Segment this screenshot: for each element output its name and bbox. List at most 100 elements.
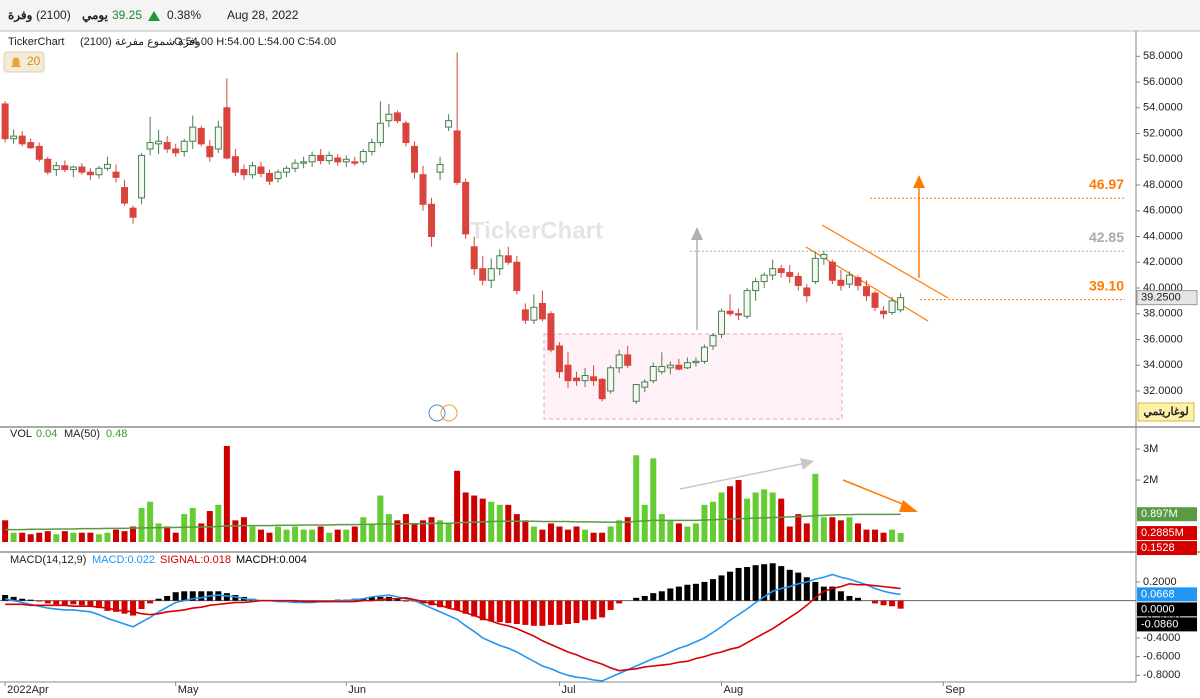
histogram-bar <box>761 564 768 601</box>
histogram-bar <box>121 600 128 614</box>
signal-line <box>5 583 901 672</box>
candle-body <box>462 181 470 235</box>
volume-bar <box>513 514 520 542</box>
y-tick-label: 34.0000 <box>1143 359 1183 371</box>
range-box <box>543 333 843 420</box>
histogram-bar <box>880 600 887 606</box>
histogram-bar <box>846 595 853 601</box>
candle-body <box>61 165 69 171</box>
volume-bar <box>411 523 418 542</box>
histogram-bar <box>701 581 708 601</box>
volume-bar <box>675 523 682 542</box>
candle-body <box>351 161 359 164</box>
candle-body <box>624 354 632 366</box>
candle-body <box>820 254 828 259</box>
volume-bar <box>786 526 793 542</box>
volume-bar <box>752 492 759 542</box>
histogram-bar <box>513 600 520 624</box>
candle-body <box>206 145 214 158</box>
candle-body <box>777 268 785 274</box>
last-value-label: 0.0668 <box>1141 588 1175 600</box>
histogram-bar <box>53 600 60 605</box>
histogram-bar <box>198 591 205 601</box>
candle-body <box>180 140 188 153</box>
up-arrow-icon <box>148 11 160 21</box>
candle-body <box>786 272 794 277</box>
histogram-bar <box>87 600 94 607</box>
histogram-bar <box>394 598 401 601</box>
volume-bar <box>658 514 665 542</box>
last-value-label: 0.2885M <box>1141 527 1184 539</box>
alerts-count: 20 <box>27 54 41 68</box>
candle-body <box>803 287 811 297</box>
histogram-bar <box>496 600 503 623</box>
volume-bar <box>616 520 623 542</box>
volume-bar <box>812 473 819 542</box>
histogram-bar <box>130 600 137 616</box>
legend-vol: VOL <box>10 428 32 440</box>
x-tick-label: May <box>178 684 199 696</box>
volume-bar <box>172 532 179 542</box>
volume-bar <box>607 526 614 542</box>
volume-bar <box>641 504 648 542</box>
histogram-bar <box>36 600 43 602</box>
level-label: 39.10 <box>1089 277 1124 293</box>
histogram-bar <box>522 600 529 625</box>
histogram-bar <box>607 600 614 610</box>
histogram-bar <box>112 600 119 612</box>
volume-bar <box>778 498 785 542</box>
volume-bar <box>385 514 392 542</box>
alerts-badge[interactable]: 20 <box>3 51 45 73</box>
volume-bar <box>479 498 486 542</box>
volume-bar <box>283 529 290 542</box>
histogram-bar <box>709 579 716 601</box>
volume-bar <box>530 526 537 542</box>
candle-body <box>538 302 546 320</box>
volume-bar <box>803 523 810 542</box>
candle-body <box>709 335 717 347</box>
candle-body <box>658 366 666 373</box>
volume-bar <box>599 532 606 542</box>
volume-bar <box>351 526 358 542</box>
volume-bar <box>104 532 111 542</box>
volume-bar <box>70 532 77 542</box>
log-button[interactable] <box>1137 402 1195 422</box>
histogram-bar <box>377 596 384 601</box>
candle-body <box>615 354 623 369</box>
volume-bar <box>240 517 247 542</box>
candle-body <box>121 187 129 204</box>
volume-bar <box>846 517 853 542</box>
histogram-bar <box>897 600 904 609</box>
histogram-bar <box>744 567 751 601</box>
y-tick-label: 50.0000 <box>1143 153 1183 165</box>
legend-item: MACD:0.022 <box>92 554 155 566</box>
volume-bar <box>360 517 367 542</box>
histogram-bar <box>19 598 26 601</box>
log-toggle[interactable]: لوغاريتمي <box>1137 402 1195 422</box>
histogram-bar <box>641 595 648 601</box>
histogram-bar <box>692 583 699 601</box>
histogram-bar <box>812 581 819 601</box>
volume-bar <box>215 504 222 542</box>
volume-bar <box>633 455 640 542</box>
histogram-bar <box>658 591 665 601</box>
candle-body <box>172 148 180 154</box>
candle-body <box>854 277 862 286</box>
volume-bar <box>565 529 571 542</box>
volume-bar <box>582 529 589 542</box>
candle-body <box>223 107 231 159</box>
channel-lower <box>805 246 929 322</box>
chart-brand: TickerChart <box>8 36 64 48</box>
legend-item: SIGNAL:0.018 <box>160 554 231 566</box>
volume-bar <box>496 504 503 542</box>
volume-bar <box>95 534 102 542</box>
candle-body <box>871 292 879 308</box>
histogram-bar <box>872 600 879 604</box>
candle-body <box>393 112 401 122</box>
candle-body <box>44 158 52 173</box>
candle-body <box>445 120 453 128</box>
x-tick-label: 2022Apr <box>7 684 49 696</box>
plot-layer: 32.000034.000036.000038.000040.000042.00… <box>0 50 1198 696</box>
volume-bar <box>377 495 384 542</box>
